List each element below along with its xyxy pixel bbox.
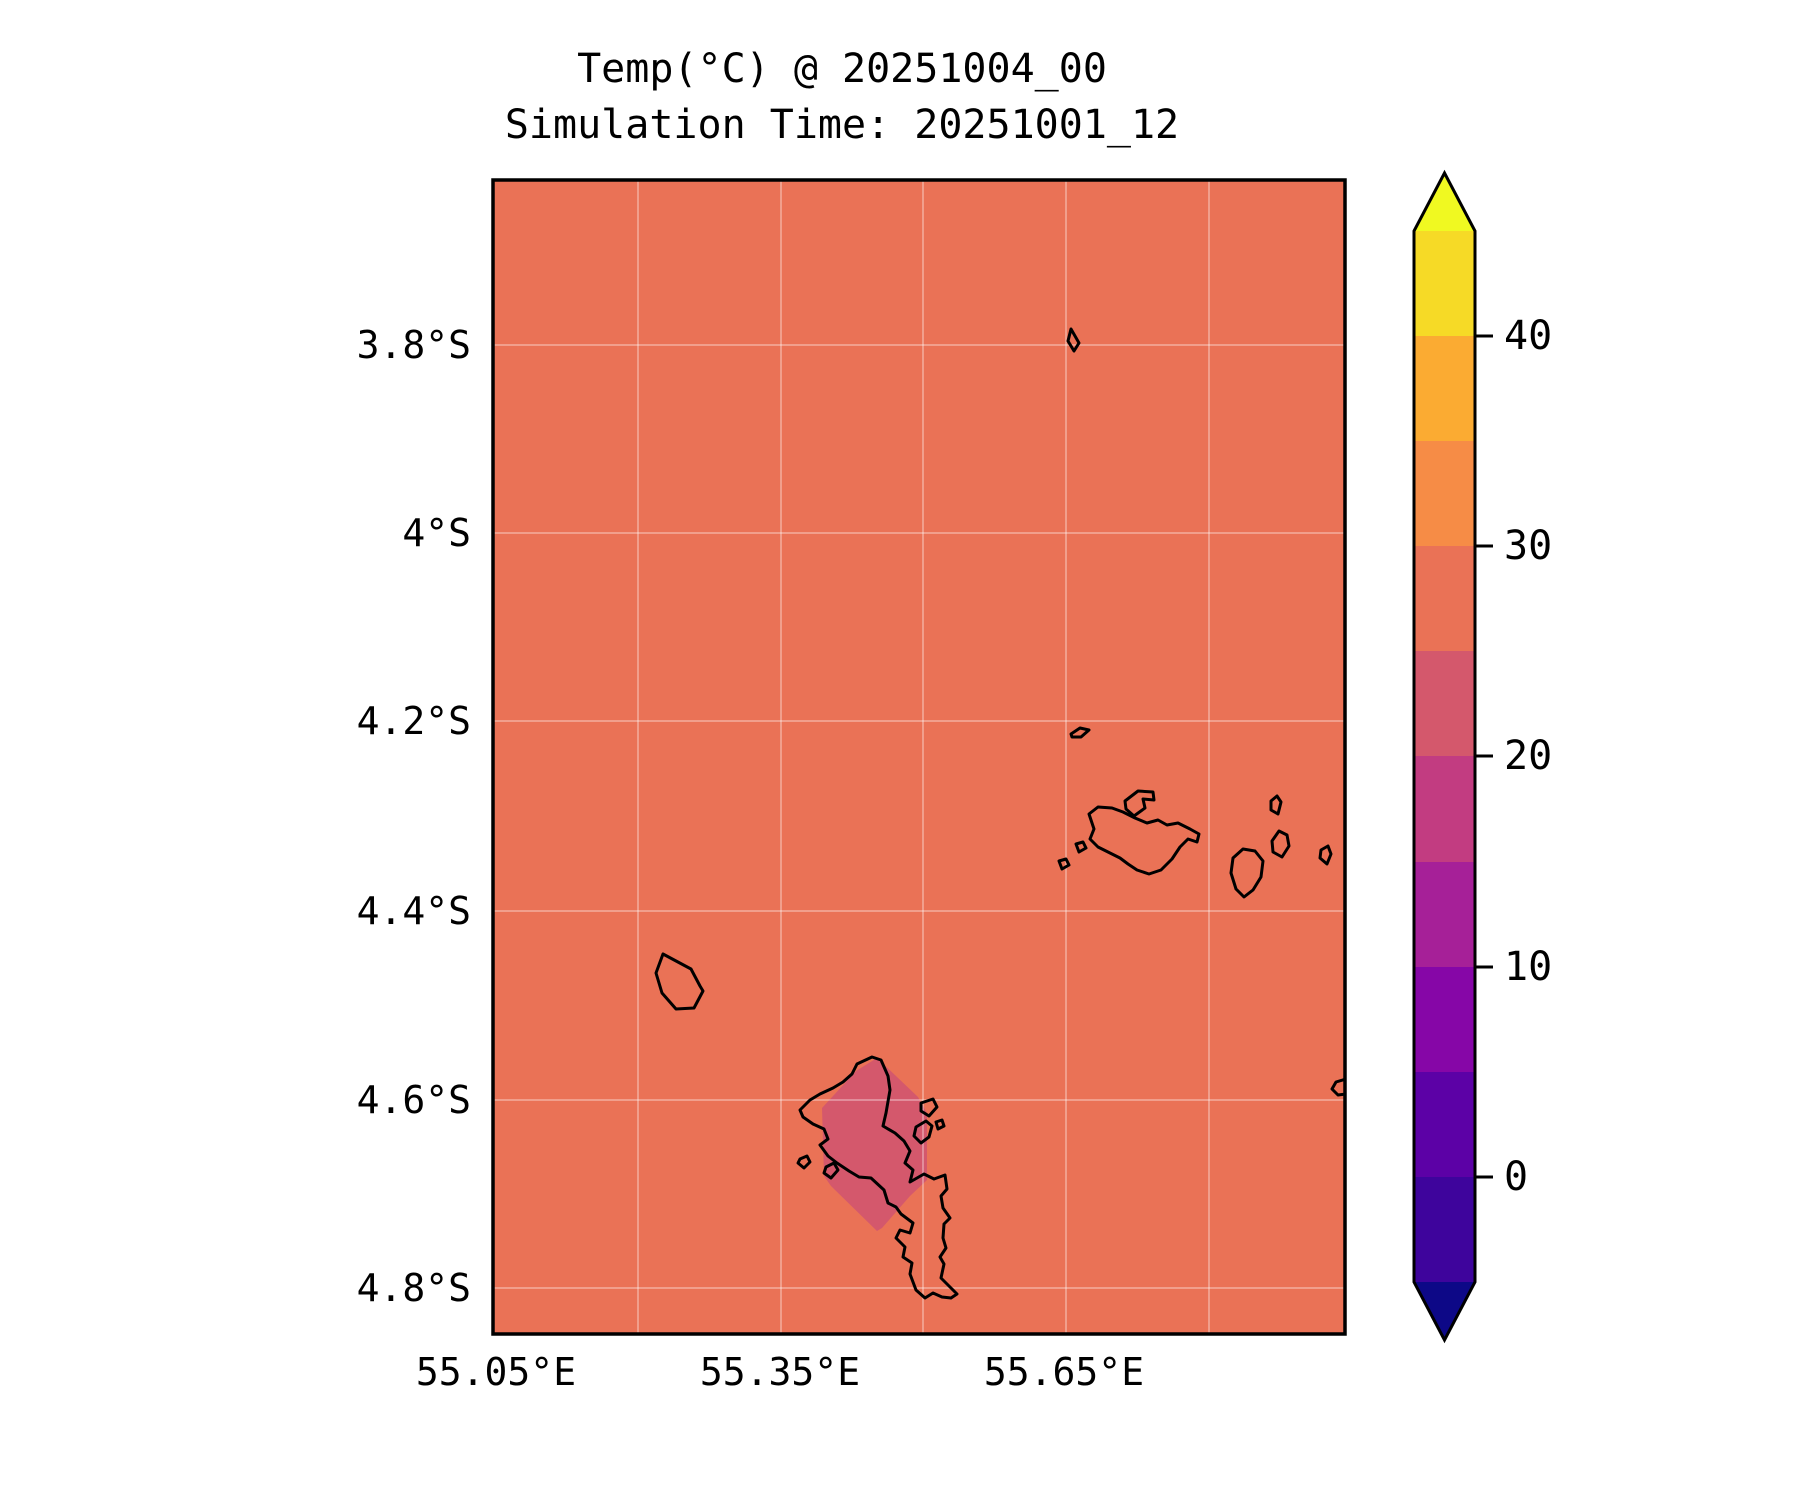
colorbar-bin-5-10: [1414, 967, 1475, 1072]
la-digue-coastline: [1229, 847, 1265, 899]
cousin-islet-coastline: [1074, 840, 1088, 854]
colorbar-bin-35-40: [1414, 336, 1475, 441]
colorbar-label-10: 10: [1504, 944, 1553, 990]
conception-islet-coastline: [796, 1154, 812, 1170]
denis-islet-coastline: [1066, 327, 1081, 353]
colorbar: [1412, 169, 1493, 1344]
plot-subtitle: Simulation Time: 20251001_12: [504, 102, 1180, 148]
colorbar-bin-0-5: [1414, 1072, 1475, 1177]
felicite-islet-coastline: [1270, 829, 1291, 859]
colorbar-bin-30-35: [1414, 441, 1475, 546]
xtick-label-55-65e: 55.65°E: [983, 1350, 1145, 1394]
praslin-coastline: [1087, 805, 1201, 876]
ytick-label-4-4s: 4.4°S: [356, 889, 471, 933]
graticule-gridlines: [493, 180, 1345, 1334]
colorbar-extend-below-arrow: [1414, 1282, 1475, 1340]
ytick-label-4-8s: 4.8°S: [356, 1266, 471, 1310]
cousine-islet-coastline: [1057, 857, 1071, 871]
fregate-islet-coastline: [1330, 1077, 1345, 1097]
colorbar-outline: [1412, 169, 1477, 1344]
colorbar-extend-above-arrow: [1414, 173, 1475, 231]
marianne-islet-coastline: [1269, 794, 1283, 816]
moyenne-islet-coastline: [934, 1118, 946, 1131]
mahe-coastline: [798, 1055, 959, 1300]
colorbar-label-0: 0: [1504, 1154, 1529, 1200]
ste-anne-islet-coastline: [919, 1097, 939, 1118]
colorbar-tick-marks: [1475, 334, 1493, 1179]
xtick-label-55-35e: 55.35°E: [699, 1350, 861, 1394]
ytick-label-4-2s: 4.2°S: [356, 699, 471, 743]
plot-border: [491, 178, 1347, 1336]
ytick-label-3-8s: 3.8°S: [356, 323, 471, 367]
colorbar-bin-neg5-0: [1414, 1177, 1475, 1282]
curieuse-coastline: [1123, 789, 1156, 818]
silhouette-coastline: [654, 952, 705, 1011]
map-plot-area: [493, 180, 1345, 1334]
colorbar-bin-20-25: [1414, 651, 1475, 756]
colorbar-bin-25-30: [1414, 546, 1475, 651]
therese-islet-coastline: [822, 1161, 840, 1180]
xtick-label-55-05e: 55.05°E: [415, 1350, 577, 1394]
colorbar-label-30: 30: [1504, 523, 1553, 569]
ytick-label-4-6s: 4.6°S: [356, 1078, 471, 1122]
colorbar-label-20: 20: [1504, 733, 1553, 779]
cerf-islet-coastline: [912, 1119, 934, 1145]
aride-islet-coastline: [1069, 726, 1091, 739]
ytick-label-4s: 4°S: [402, 511, 471, 555]
temperature-anomaly-patch: [822, 1058, 927, 1231]
plot-title: Temp(°C) @ 20251004_00: [577, 46, 1107, 92]
colorbar-bin-10-15: [1414, 862, 1475, 967]
colorbar-bin-15-20: [1414, 756, 1475, 862]
colorbar-bin-40-45: [1414, 231, 1475, 336]
coastlines: [654, 327, 1345, 1300]
soeurs-islet-coastline: [1318, 844, 1333, 866]
colorbar-label-40: 40: [1504, 313, 1553, 359]
